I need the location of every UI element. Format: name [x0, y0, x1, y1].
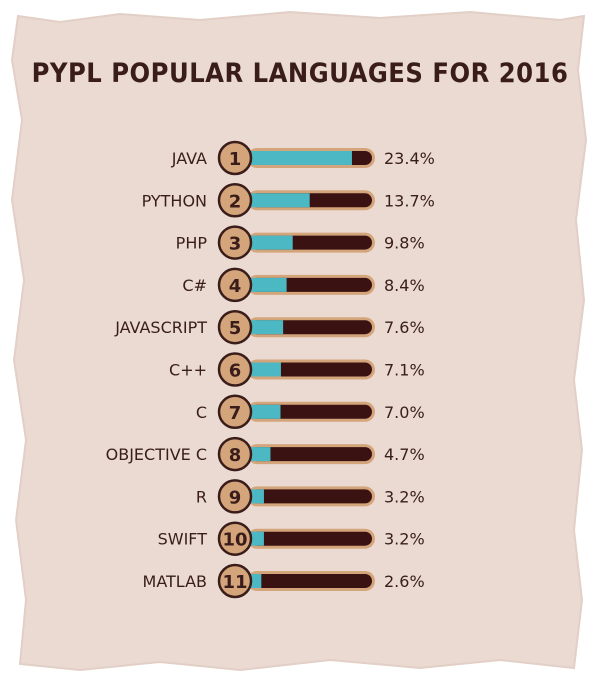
category-label: SWIFT — [158, 530, 208, 549]
rank-number: 10 — [222, 530, 247, 551]
category-label: C++ — [169, 361, 207, 380]
rank-number: 6 — [229, 361, 242, 382]
chart-title: PYPL POPULAR LANGUAGES FOR 2016 — [31, 58, 569, 89]
rank-badge — [217, 352, 253, 387]
category-label: C# — [182, 276, 207, 295]
value-label: 13.7% — [384, 191, 435, 210]
rank-number: 11 — [222, 572, 247, 593]
category-label: PYTHON — [142, 191, 207, 210]
rank-number: 7 — [229, 403, 242, 424]
rank-badge — [217, 267, 253, 303]
rank-number: 5 — [229, 318, 242, 339]
bar — [250, 320, 284, 335]
bar — [250, 489, 264, 504]
value-label: 7.6% — [384, 318, 425, 337]
rank-badge — [217, 563, 253, 599]
rank-badge — [217, 479, 253, 514]
bar — [250, 235, 293, 250]
rank-number: 2 — [229, 191, 242, 212]
bar — [250, 447, 271, 462]
rank-badge — [217, 309, 253, 345]
category-label: JAVA — [171, 149, 207, 168]
category-label: MATLAB — [143, 572, 207, 591]
rank-number: 4 — [229, 276, 242, 297]
value-label: 2.6% — [384, 572, 425, 591]
bar — [250, 404, 281, 419]
value-label: 3.2% — [384, 487, 425, 506]
value-label: 23.4% — [384, 149, 435, 168]
bar — [250, 574, 262, 588]
rank-badge — [217, 521, 253, 556]
category-label: PHP — [176, 234, 208, 253]
value-label: 4.7% — [384, 445, 425, 464]
rank-badge — [217, 394, 253, 430]
bar — [250, 277, 287, 292]
bar — [250, 151, 352, 165]
bar — [250, 531, 264, 546]
bar — [250, 362, 281, 377]
bar — [250, 193, 310, 208]
rank-number: 3 — [229, 234, 242, 255]
rank-badge — [217, 183, 253, 218]
rank-badge — [217, 436, 253, 472]
value-label: 8.4% — [384, 276, 425, 295]
bar-track — [250, 531, 372, 546]
rank-number: 9 — [229, 487, 242, 508]
value-label: 7.1% — [384, 361, 425, 380]
parchment-shape — [10, 10, 588, 672]
bar-track — [250, 447, 372, 462]
category-label: OBJECTIVE C — [106, 445, 207, 464]
rank-badge — [217, 140, 253, 176]
bar-track — [250, 574, 372, 588]
category-label: C — [196, 403, 207, 422]
category-label: JAVASCRIPT — [114, 318, 207, 337]
value-label: 3.2% — [384, 530, 425, 549]
rank-number: 1 — [229, 149, 242, 170]
category-label: R — [196, 487, 207, 506]
bar-track — [250, 489, 372, 504]
rank-badge — [217, 225, 253, 260]
rank-number: 8 — [229, 445, 242, 466]
value-label: 7.0% — [384, 403, 425, 422]
value-label: 9.8% — [384, 234, 425, 253]
